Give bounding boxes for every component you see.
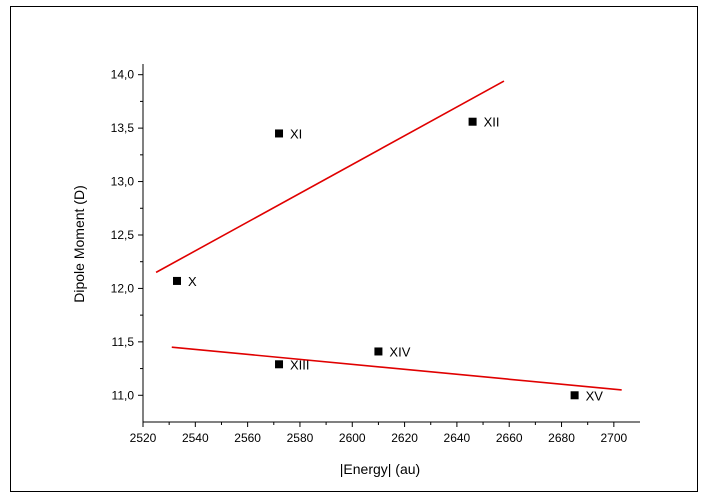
point-label: XIV [389, 344, 410, 359]
data-point [173, 276, 182, 285]
y-tick-label: 12,0 [111, 281, 135, 295]
y-axis-label: Dipole Moment (D) [71, 185, 87, 302]
axes [142, 64, 640, 423]
x-tick-label: 2620 [391, 431, 418, 445]
data-point [374, 347, 383, 356]
point-label: XIII [290, 357, 310, 372]
x-tick-label: 2700 [600, 431, 627, 445]
x-tick-label: 2520 [130, 431, 157, 445]
x-tick-label: 2640 [444, 431, 471, 445]
x-tick-label: 2600 [339, 431, 366, 445]
x-tick-label: 2540 [182, 431, 209, 445]
point-label: X [188, 274, 197, 289]
y-tick-label: 11,0 [112, 388, 135, 402]
point-label: XV [586, 388, 604, 403]
y-tick-label: 13,5 [111, 121, 135, 135]
fit-line [171, 346, 622, 391]
data-point [570, 391, 579, 400]
point-label: XII [484, 115, 500, 130]
y-tick-label: 11,5 [112, 335, 135, 349]
chart-frame [10, 6, 698, 492]
fit-lines [155, 80, 622, 391]
y-tick-label: 13,0 [111, 175, 135, 189]
x-ticks: 2520 2540 2560 2580 2600 2620 2640 2660 2680 2700 [130, 422, 628, 445]
data-point [275, 360, 284, 369]
y-tick-label: 12,5 [111, 228, 135, 242]
x-axis-label: |Energy| (au) [340, 461, 420, 477]
x-tick-label: 2580 [287, 431, 314, 445]
y-tick-label: 14,0 [111, 68, 135, 82]
data-point [275, 129, 284, 138]
point-label: XI [290, 126, 302, 141]
y-ticks: 11,0 11,5 12,0 12,5 13,0 13,5 14,0 [111, 68, 143, 402]
data-points: X XI XII XIII XIV XV [173, 115, 604, 403]
fit-line [155, 80, 505, 274]
x-tick-label: 2680 [548, 431, 575, 445]
data-point [468, 117, 477, 126]
x-tick-label: 2660 [496, 431, 523, 445]
x-tick-label: 2560 [234, 431, 261, 445]
